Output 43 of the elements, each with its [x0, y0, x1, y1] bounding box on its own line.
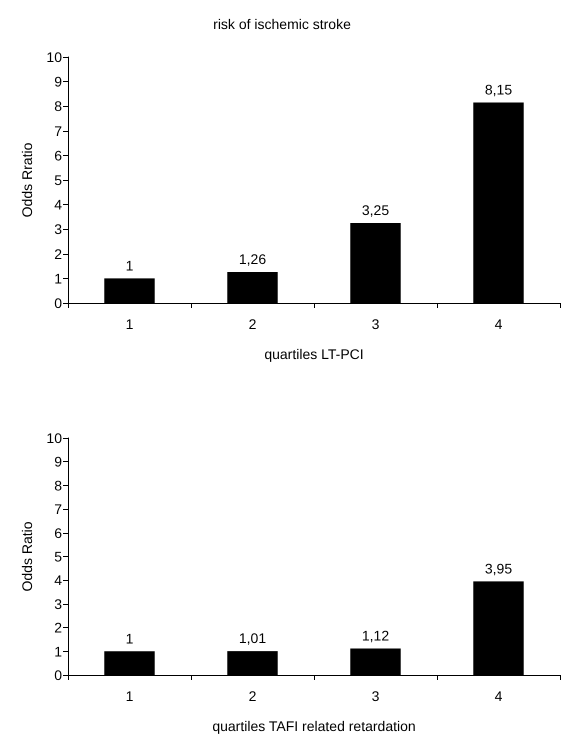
y-tick-label: 4: [54, 572, 62, 588]
x-axis-title: quartiles TAFI related retardation: [212, 718, 416, 734]
x-tick-label: 4: [494, 688, 503, 704]
y-axis-title: Odds Rratio: [19, 142, 35, 218]
y-tick-label: 3: [54, 596, 62, 612]
y-tick-label: 2: [54, 620, 62, 636]
data-label: 8,15: [484, 82, 512, 98]
data-label: 3,95: [484, 560, 512, 576]
y-tick-label: 3: [54, 221, 62, 238]
y-axis-title: Odds Ratio: [19, 521, 35, 592]
y-tick-label: 2: [54, 246, 62, 262]
data-label: 1,26: [238, 251, 266, 268]
y-tick-label: 6: [54, 524, 62, 541]
x-tick-label: 3: [372, 688, 380, 704]
x-axis-title: quartiles LT-PCI: [264, 346, 364, 362]
y-tick-label: 0: [54, 667, 62, 683]
data-label: 1: [126, 630, 134, 646]
y-tick-label: 8: [54, 477, 62, 494]
y-tick-label: 9: [54, 74, 62, 90]
y-tick-label: 6: [54, 147, 62, 164]
x-tick-label: 2: [248, 688, 257, 704]
y-tick-label: 0: [54, 295, 62, 311]
data-label: 1,01: [238, 630, 266, 646]
x-tick-label: 3: [372, 316, 380, 332]
chart-title: risk of ischemic stroke: [213, 16, 352, 32]
y-tick-label: 7: [54, 122, 62, 139]
x-tick-label: 2: [248, 316, 257, 332]
y-tick-label: 5: [54, 548, 62, 564]
y-tick-label: 8: [54, 98, 62, 114]
data-label: 3,25: [362, 202, 390, 218]
y-tick-label: 1: [54, 270, 62, 286]
y-tick-label: 10: [46, 49, 62, 65]
y-tick-label: 4: [54, 196, 62, 213]
data-label: 1,12: [362, 627, 390, 644]
y-tick-label: 1: [54, 643, 62, 660]
y-tick-label: 9: [54, 454, 62, 470]
y-tick-label: 5: [54, 172, 62, 188]
y-tick-label: 10: [46, 430, 62, 446]
x-tick-label: 1: [126, 688, 134, 704]
data-label: 1: [126, 257, 134, 274]
x-tick-label: 1: [126, 316, 134, 332]
x-tick-label: 4: [494, 316, 503, 332]
y-tick-label: 7: [54, 501, 62, 518]
